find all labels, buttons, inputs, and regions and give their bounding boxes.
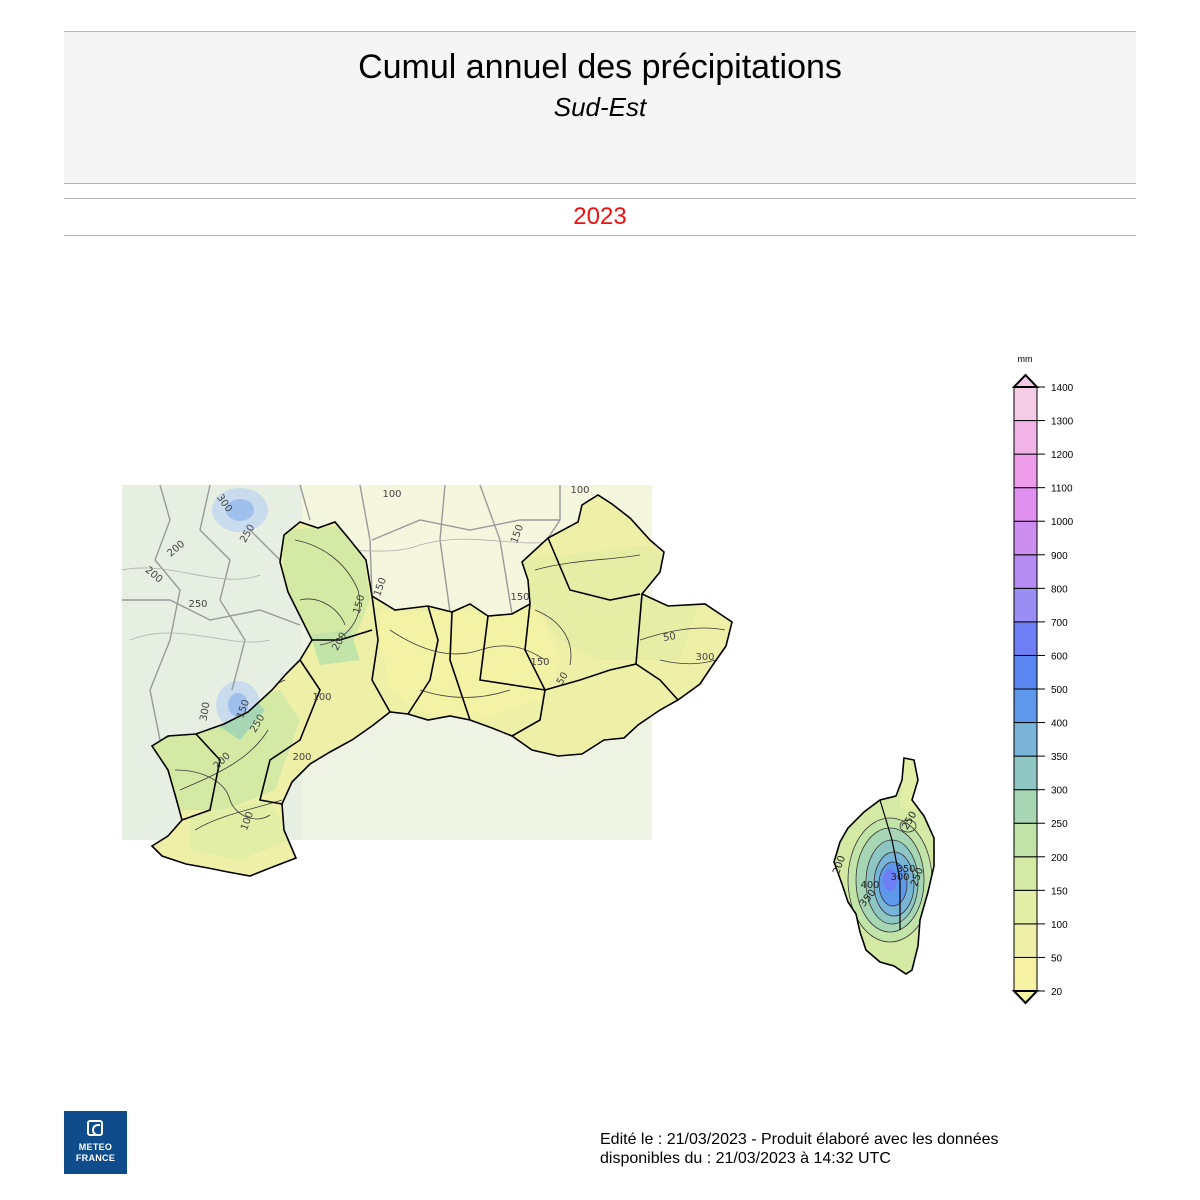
legend-swatch	[1013, 923, 1038, 958]
title-panel: Cumul annuel des précipitations Sud-Est	[64, 31, 1136, 184]
contour-label: 100	[570, 485, 589, 496]
legend-unit: mm	[1018, 354, 1033, 364]
legend-level-label: 1300	[1051, 417, 1074, 428]
year-label: 2023	[573, 203, 627, 230]
contour-label: 300	[695, 652, 714, 663]
contour-label: 150	[510, 592, 529, 603]
legend-min-arrow	[1011, 990, 1040, 1005]
legend-level-label: 350	[1051, 752, 1068, 763]
legend-swatch	[1013, 789, 1038, 824]
region-subtitle: Sud-Est	[553, 92, 647, 122]
legend-level-label: 200	[1051, 853, 1068, 864]
contour-label: 200	[292, 752, 311, 763]
legend-swatch	[1013, 722, 1038, 757]
legend-level-label: 1400	[1051, 383, 1074, 394]
legend-swatch	[1013, 386, 1038, 422]
legend-level-label: 900	[1051, 551, 1068, 562]
legend-swatch	[1013, 554, 1038, 589]
legend-level-label: 150	[1051, 886, 1068, 897]
legend-swatch	[1013, 587, 1038, 623]
legend-level-label: 300	[1051, 786, 1068, 797]
legend-swatch	[1013, 856, 1038, 891]
legend-swatch	[1013, 621, 1038, 656]
contour-label: 400	[860, 880, 879, 891]
logo-icon	[87, 1120, 103, 1136]
legend-swatch	[1013, 487, 1038, 522]
corsica	[833, 757, 935, 975]
legend-swatch	[1013, 688, 1038, 724]
logo-line1: METEO	[78, 1142, 113, 1152]
contour-label: 50	[662, 631, 676, 644]
legend-swatch	[1013, 420, 1038, 455]
contour-label: 350	[896, 864, 915, 875]
contour-label: 300	[890, 872, 909, 883]
color-legend: mm 20 50 100 150 200 250 300 350 400 500 600 700 800…	[1011, 354, 1074, 1005]
legend-level-label: 50	[1051, 953, 1063, 964]
contour-label: 100	[382, 489, 401, 500]
year-band: 2023	[64, 198, 1136, 236]
contour-label: 300	[198, 701, 212, 722]
edition-footer: Edité le : 21/03/2023 - Produit élaboré …	[600, 1130, 999, 1168]
meteo-france-logo: METEO FRANCE	[64, 1111, 127, 1174]
footer-line1: Edité le : 21/03/2023 - Produit élaboré …	[600, 1131, 999, 1148]
legend-level-label: 500	[1051, 685, 1068, 696]
footer-line2: disponibles du : 21/03/2023 à 14:32 UTC	[600, 1150, 891, 1167]
legend-level-label: 600	[1051, 651, 1068, 662]
logo-line2: FRANCE	[75, 1153, 116, 1163]
legend-level-label: 1000	[1051, 517, 1074, 528]
legend-swatch	[1013, 822, 1038, 858]
legend-swatch	[1013, 654, 1038, 690]
map-title: Cumul annuel des précipitations	[358, 48, 842, 86]
legend-swatch	[1013, 889, 1038, 925]
legend-level-label: 100	[1051, 920, 1068, 931]
legend-level-label: 800	[1051, 584, 1068, 595]
legend-level-label: 1200	[1051, 450, 1074, 461]
legend-level-label: 400	[1051, 719, 1068, 730]
contour-label: 250	[188, 599, 207, 610]
legend-swatch	[1013, 453, 1038, 489]
legend-swatch	[1013, 520, 1038, 556]
legend-swatch	[1013, 956, 1038, 992]
legend-level-label: 250	[1051, 819, 1068, 830]
mainland-borders	[150, 494, 733, 877]
legend-level-label: 700	[1051, 618, 1068, 629]
legend-swatch	[1013, 755, 1038, 791]
legend-max-arrow	[1011, 373, 1040, 388]
contour-label: 150	[530, 657, 549, 668]
legend-level-label: 1100	[1051, 484, 1073, 495]
contour-label: 150	[352, 594, 368, 615]
legend-level-label: 20	[1051, 987, 1063, 998]
contour-label: 100	[312, 692, 331, 703]
